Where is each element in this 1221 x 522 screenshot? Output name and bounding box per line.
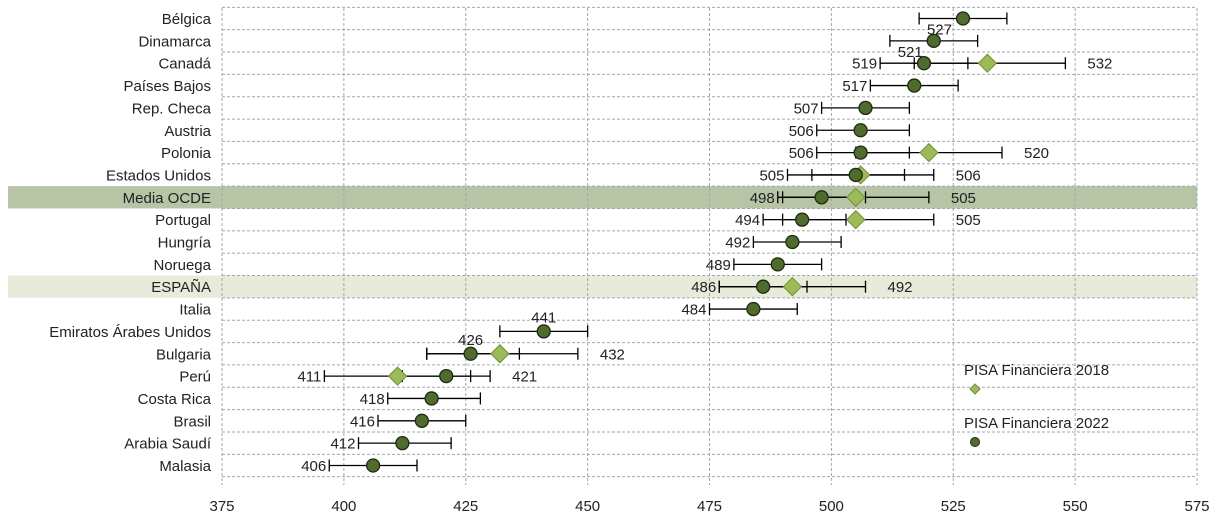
data-label-2022: 506: [789, 145, 814, 162]
category-label: Arabia Saudí: [124, 436, 212, 453]
x-tick-label: 400: [331, 498, 356, 515]
data-label-2022: 426: [458, 332, 483, 349]
legend-marker-2018: [969, 383, 981, 395]
x-tick-label: 375: [209, 498, 234, 515]
point-2022: [365, 458, 381, 473]
point-2022: [770, 257, 785, 272]
category-label: Brasil: [173, 413, 211, 430]
x-tick-label: 525: [941, 498, 966, 515]
point-2022: [853, 145, 868, 160]
point-2022: [395, 435, 410, 451]
data-label-2022: 416: [350, 413, 375, 430]
data-label-2018: 506: [956, 167, 981, 184]
category-label: Dinamarca: [138, 33, 211, 50]
data-label-2018: 520: [1024, 145, 1049, 162]
point-2022: [755, 279, 771, 294]
point-2022: [858, 100, 873, 116]
highlight-band-spain: [8, 275, 1197, 298]
category-label: Rep. Checa: [132, 100, 212, 117]
legend-label-2022: PISA Financiera 2022: [964, 415, 1109, 432]
point-2022: [536, 324, 551, 339]
category-label: Media OCDE: [123, 190, 211, 207]
category-label: Bulgaria: [156, 346, 212, 363]
point-2022: [916, 56, 932, 71]
x-tick-label: 550: [1063, 498, 1088, 515]
data-label-2022: 418: [360, 391, 385, 408]
category-label: Malasia: [159, 458, 211, 475]
data-label-2022: 492: [725, 235, 750, 252]
point-2022: [814, 190, 829, 205]
point-2018: [387, 366, 408, 386]
point-2018: [977, 53, 998, 73]
data-label-2018: 411: [297, 369, 321, 386]
category-labels: Bélgica Dinamarca Canadá Países Bajos Rep. C…: [49, 11, 212, 475]
x-tick-label: 450: [575, 498, 600, 515]
legend-marker-2022: [970, 437, 980, 447]
category-label: Costa Rica: [138, 391, 212, 408]
data-label-2022: 412: [330, 436, 355, 453]
data-label-2022: 494: [735, 212, 760, 229]
point-2022: [907, 78, 922, 93]
category-label: Emiratos Árabes Unidos: [49, 324, 211, 341]
category-label: Polonia: [161, 145, 212, 162]
category-label: Países Bajos: [123, 78, 211, 95]
category-label: Hungría: [158, 235, 212, 252]
category-label: ESPAÑA: [151, 279, 211, 296]
point-2022: [853, 123, 868, 138]
category-label: Canadá: [158, 56, 211, 73]
legend-label-2018: PISA Financiera 2018: [964, 362, 1109, 379]
x-tick-label: 475: [697, 498, 722, 515]
x-tick-label: 575: [1184, 498, 1209, 515]
data-label-2022: 507: [794, 100, 819, 117]
category-label: Portugal: [155, 212, 211, 229]
data-label-2022: 521: [898, 44, 923, 61]
highlight-band-oecd: [8, 186, 1197, 209]
point-2022: [955, 11, 971, 26]
point-2018: [846, 187, 866, 208]
category-label: Bélgica: [162, 11, 212, 28]
data-label-2018: 505: [956, 212, 981, 229]
data-label-2022: 484: [681, 302, 706, 319]
data-label-2018: 432: [600, 346, 625, 363]
data-label-2022: 441: [531, 309, 556, 326]
point-2022: [424, 391, 439, 406]
x-tick-label: 425: [453, 498, 478, 515]
data-label-2022: 498: [750, 190, 775, 207]
category-label: Perú: [179, 369, 211, 386]
point-2022: [926, 33, 941, 48]
data-label-2022: 406: [301, 458, 326, 475]
data-label-2022: 421: [512, 369, 537, 386]
point-2022: [746, 301, 761, 317]
point-2022: [439, 368, 454, 384]
row-highlight-bands: [8, 186, 1197, 298]
x-tick-label: 500: [819, 498, 844, 515]
point-2018: [782, 276, 803, 297]
data-label-2018: 505: [951, 190, 976, 207]
point-2018: [919, 142, 939, 163]
point-2018: [490, 344, 510, 364]
category-label: Italia: [179, 302, 211, 319]
data-label-2022: 519: [852, 56, 877, 73]
data-label-2018: 532: [1087, 56, 1112, 73]
point-2022: [463, 346, 478, 361]
data-label-2022: 489: [706, 257, 731, 274]
point-2022: [794, 212, 810, 227]
point-2018: [846, 209, 866, 230]
data-label-2022: 505: [759, 167, 784, 184]
data-label-2022: 517: [842, 78, 867, 95]
category-label: Austria: [164, 123, 211, 140]
data-label-2022: 506: [789, 123, 814, 140]
data-label-2022: 486: [691, 279, 716, 296]
data-label-2018: 492: [888, 279, 913, 296]
category-label: Estados Unidos: [106, 167, 211, 184]
gridlines: [221, 6, 1198, 485]
legend: PISA Financiera 2018 PISA Financiera 2022: [964, 362, 1109, 447]
category-label: Noruega: [153, 257, 211, 274]
point-2022: [414, 413, 430, 428]
x-axis-tick-labels: 375 400 425 450 475 500 525 550 575: [209, 498, 1209, 515]
point-2022: [785, 234, 800, 250]
point-2022: [848, 167, 863, 183]
